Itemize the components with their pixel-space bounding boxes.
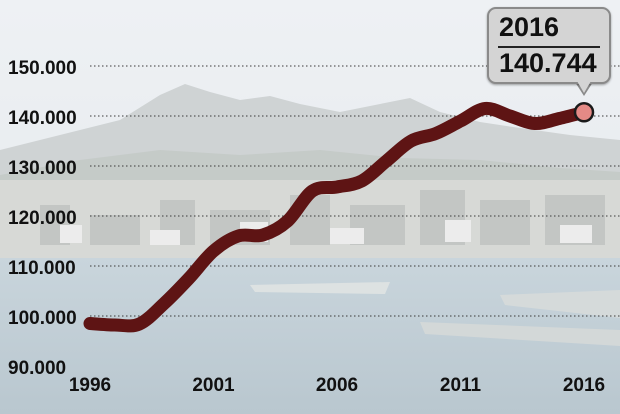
y-tick-label: 140.000 [8,108,77,129]
data-point [287,221,288,222]
callout-value: 140.744 [499,48,597,78]
data-point [114,325,115,326]
data-point [213,251,214,252]
x-tick-label: 1996 [69,375,111,396]
data-point [262,235,263,236]
data-point [361,181,362,182]
data-point [238,236,239,237]
data-points [90,108,585,326]
gridlines [90,65,620,317]
callout-divider [498,46,600,48]
series-group [83,101,591,333]
data-point [164,303,165,304]
data-point [485,108,486,109]
y-tick-label: 120.000 [8,208,77,229]
data-point [435,133,436,134]
x-axis-ticks: 1996 2001 2006 2011 2016 [69,375,605,396]
data-point [139,324,140,325]
y-tick-label: 110.000 [8,258,76,279]
y-tick-label: 130.000 [8,158,77,179]
data-point [386,161,387,162]
data-point [90,323,91,324]
y-tick-label: 90.000 [8,358,66,379]
y-tick-label: 150.000 [8,58,77,79]
y-tick-label: 100.000 [8,308,77,329]
data-point [534,123,535,124]
data-point [509,116,510,117]
x-tick-label: 2006 [316,375,358,396]
marker-group [573,102,595,123]
data-point [460,121,461,122]
y-axis-ticks: 90.000 100.000 110.000 120.000 130.000 140.00… [8,58,77,379]
x-tick-label: 2011 [440,375,482,396]
callout-year: 2016 [499,12,560,42]
x-tick-label: 2001 [192,375,235,396]
x-tick-label: 2016 [563,375,605,396]
data-point [411,141,412,142]
value-callout: 2016 140.744 [487,7,611,84]
data-point [188,278,189,279]
data-point [559,118,560,119]
data-point [312,191,313,192]
data-point [337,187,338,188]
series-line [83,101,591,333]
highlight-marker [573,102,595,123]
callout-tail-fill [577,81,591,93]
